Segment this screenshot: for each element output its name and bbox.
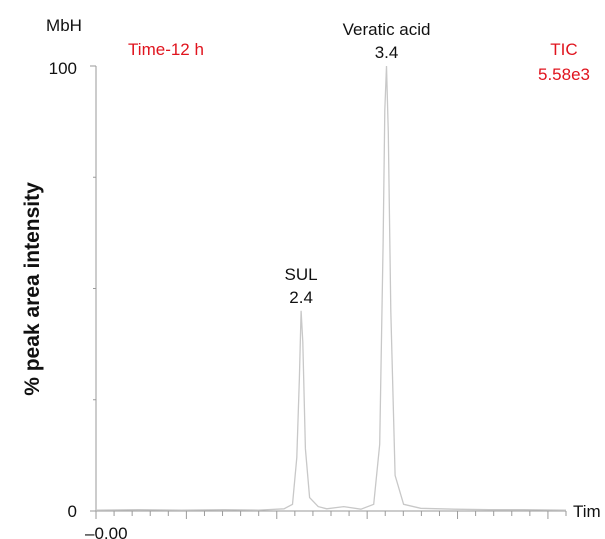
peak-labels: SUL 2.4 Veratic acid 3.4 bbox=[285, 20, 431, 307]
y-tick-label-0: 0 bbox=[68, 502, 77, 521]
peak-retention-label: 3.4 bbox=[375, 43, 399, 62]
peak-name-label: Veratic acid bbox=[343, 20, 431, 39]
tic-trace-line bbox=[95, 65, 567, 511]
x-tick-label-start: –0.00 bbox=[85, 524, 128, 539]
y-tick-label-100: 100 bbox=[49, 59, 77, 78]
peak-retention-label: 2.4 bbox=[289, 288, 313, 307]
sample-time-label: Time-12 h bbox=[128, 40, 204, 59]
axes bbox=[90, 65, 567, 519]
x-axis-label: Tim bbox=[573, 502, 601, 521]
trace-type-label: TIC bbox=[550, 40, 577, 59]
x-axis-ticks bbox=[95, 511, 567, 519]
trace-intensity-label: 5.58e3 bbox=[538, 65, 590, 84]
peak-name-label: SUL bbox=[285, 265, 318, 284]
y-axis-label: % peak area intensity bbox=[21, 182, 44, 396]
instrument-label: MbH bbox=[46, 16, 82, 35]
y-axis-ticks bbox=[90, 65, 96, 512]
